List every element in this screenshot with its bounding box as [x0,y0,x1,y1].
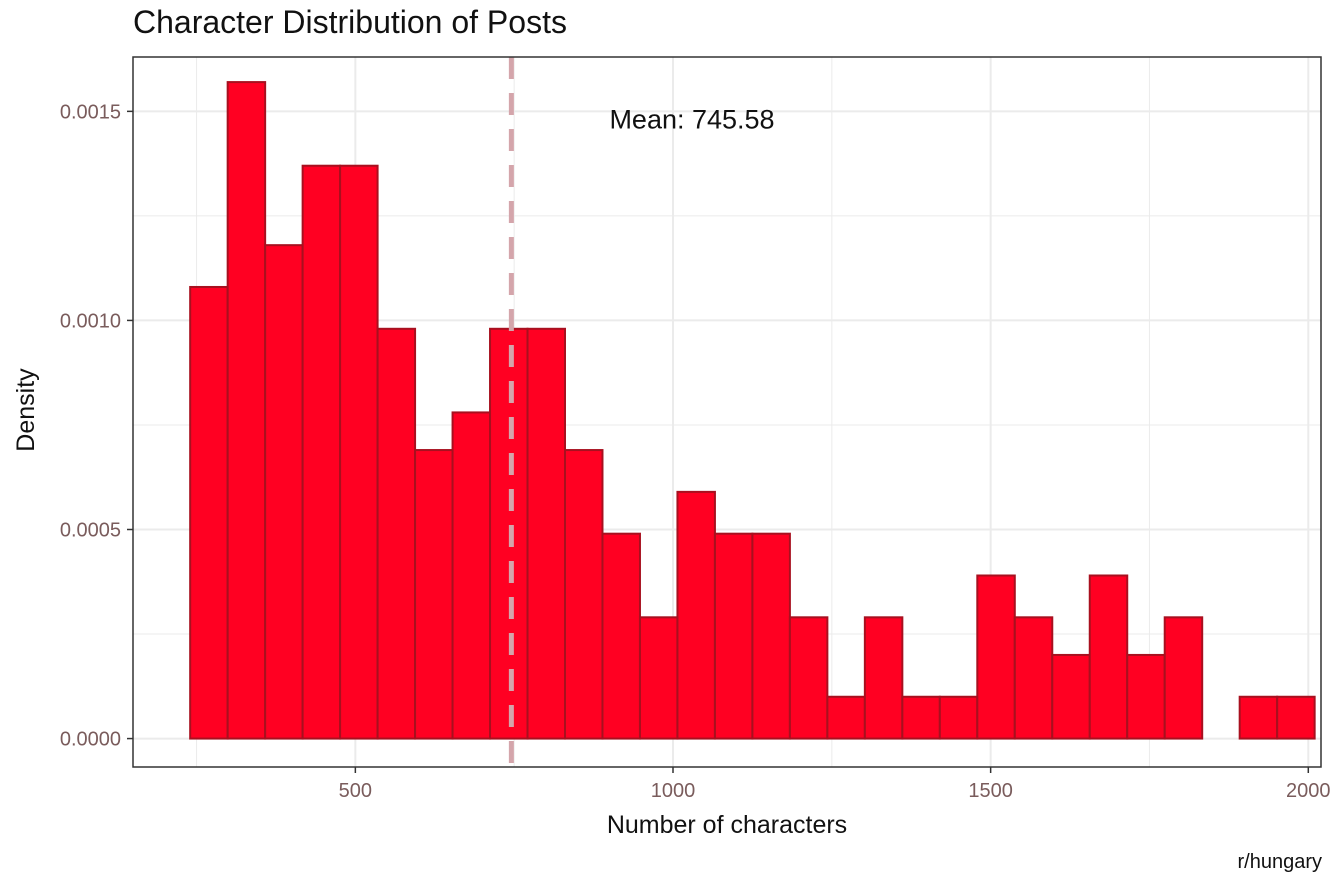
y-tick-label: 0.0000 [60,729,121,751]
histogram-bar [451,411,492,740]
histogram-bar [1163,616,1204,740]
histogram-bar [1013,616,1054,740]
histogram-bar [226,81,267,740]
histogram-bar [676,490,716,740]
y-axis: 0.0000 0.0005 0.0010 0.0015 [60,101,133,751]
histogram-bar [264,244,304,740]
x-tick-label: 500 [339,780,372,802]
histogram-bar [713,532,754,740]
histogram-bar [863,616,904,740]
y-tick-label: 0.0005 [60,519,121,541]
y-tick-label: 0.0010 [60,310,121,332]
histogram-bars [189,81,1316,740]
histogram-bar [788,616,829,740]
histogram-bar [976,574,1016,740]
histogram-bar [601,532,641,740]
histogram-bar [1051,653,1091,740]
histogram-bar [1276,695,1316,740]
histogram-bar [489,327,529,740]
histogram-bar [414,449,454,740]
histogram-bar [826,695,866,740]
x-tick-label: 1500 [968,780,1013,802]
histogram-bar [938,695,979,740]
histogram-bar [376,327,417,740]
histogram-bar [638,616,679,740]
histogram-bar [339,164,379,740]
x-axis-title: Number of characters [607,811,847,839]
histogram-bar [901,695,941,740]
x-tick-label: 1000 [651,780,696,802]
histogram-bar [189,285,229,740]
histogram-bar [1238,695,1279,740]
histogram-bar [1126,653,1166,740]
chart-title: Character Distribution of Posts [133,4,567,40]
caption: r/hungary [1238,851,1323,873]
panel-border [132,56,1322,768]
y-axis-title: Density [12,368,40,452]
x-axis: 500 1000 1500 2000 [339,767,1331,802]
histogram-bar [526,327,566,740]
histogram-bar [564,449,604,740]
histogram-bar [1088,574,1129,740]
mean-annotation: Mean: 745.58 [609,105,774,135]
y-tick-label: 0.0015 [60,101,121,123]
x-tick-label: 2000 [1286,780,1331,802]
histogram-bar [751,532,791,740]
histogram-bar [301,164,342,740]
